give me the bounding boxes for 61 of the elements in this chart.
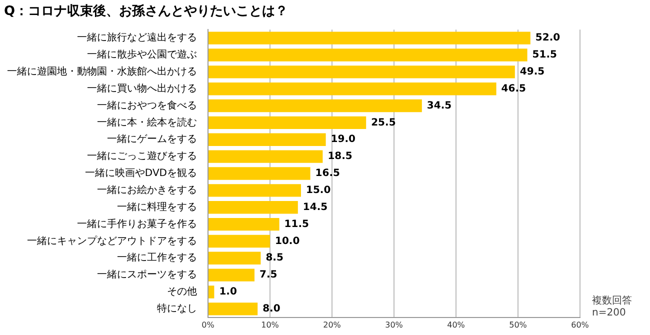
x-tick-label: 60% <box>571 320 590 330</box>
y-tick-label: 一緒に工作をする <box>117 252 197 264</box>
y-tick-label: 特になし <box>157 302 197 315</box>
x-tick-label: 50% <box>509 320 528 330</box>
y-tick-label: 一緒に散歩や公園で遊ぶ <box>87 48 197 61</box>
bar <box>208 234 270 248</box>
data-label: 10.0 <box>275 236 300 247</box>
y-tick-label: 一緒に旅行など遠出をする <box>77 32 197 44</box>
bar <box>208 252 261 264</box>
bar <box>208 66 515 78</box>
bar <box>208 268 254 282</box>
data-label: 34.5 <box>426 100 452 112</box>
bar <box>208 150 323 163</box>
bar <box>208 286 214 298</box>
x-tick-label: 0% <box>202 320 215 330</box>
bar <box>208 218 280 231</box>
bar <box>208 302 258 316</box>
y-tick-label: 一緒に映画やDVDを観る <box>84 167 197 180</box>
y-tick-label: 一緒におやつを食べる <box>97 99 197 112</box>
y-tick-label: 一緒にスポーツをする <box>97 270 197 281</box>
bar <box>208 201 298 214</box>
y-tick-label: 一緒に本・絵本を読む <box>97 116 197 128</box>
text: n=200 <box>592 307 626 318</box>
y-tick-label: 一緒にゲームをする <box>107 134 197 146</box>
bar <box>208 32 530 44</box>
y-tick-label: 一緒にごっこ遊びをする <box>87 150 197 162</box>
y-tick-label: 一緒に料理をする <box>117 200 197 213</box>
data-label: 11.5 <box>284 218 310 230</box>
y-tick-label: 一緒に遊園地・動物園・水族館へ出かける <box>7 66 197 78</box>
data-label: 19.0 <box>330 134 356 146</box>
x-tick-label: 40% <box>447 320 466 330</box>
data-label: 52.0 <box>535 32 560 44</box>
y-tick-label: その他 <box>167 286 197 298</box>
y-tick-label: 一緒にお絵かきをする <box>97 184 197 196</box>
bar <box>208 48 528 62</box>
data-label: 25.5 <box>371 117 396 128</box>
bar <box>208 133 326 146</box>
x-tick-label: 20% <box>323 320 342 330</box>
y-tick-label: 一緒に買い物へ出かける <box>87 82 197 94</box>
data-label: 51.5 <box>532 50 558 61</box>
data-label: 49.5 <box>520 66 545 78</box>
data-label: 46.5 <box>501 83 526 94</box>
y-tick-label: 一緒に手作りお菓子を作る <box>77 218 197 230</box>
data-label: 15.0 <box>306 185 331 196</box>
x-tick-label: 10% <box>261 320 280 330</box>
data-label: 18.5 <box>328 151 352 162</box>
bar <box>208 99 422 112</box>
bar <box>208 184 301 197</box>
bar <box>208 116 366 130</box>
bar <box>208 82 496 96</box>
bar <box>208 167 310 180</box>
chart-title: Q：コロナ収束後、お孫さんとやりたいことは？ <box>4 3 288 20</box>
text: 複数回答 <box>592 294 632 306</box>
data-label: 14.5 <box>302 202 328 213</box>
y-tick-label: 一緒にキャンプなどアウトドアをする <box>27 234 197 247</box>
x-tick-label: 30% <box>385 320 404 330</box>
data-label: 1.0 <box>219 286 237 298</box>
data-label: 8.5 <box>266 252 284 264</box>
data-label: 16.5 <box>315 168 340 180</box>
data-label: 7.5 <box>260 270 278 281</box>
data-label: 8.0 <box>262 304 280 315</box>
